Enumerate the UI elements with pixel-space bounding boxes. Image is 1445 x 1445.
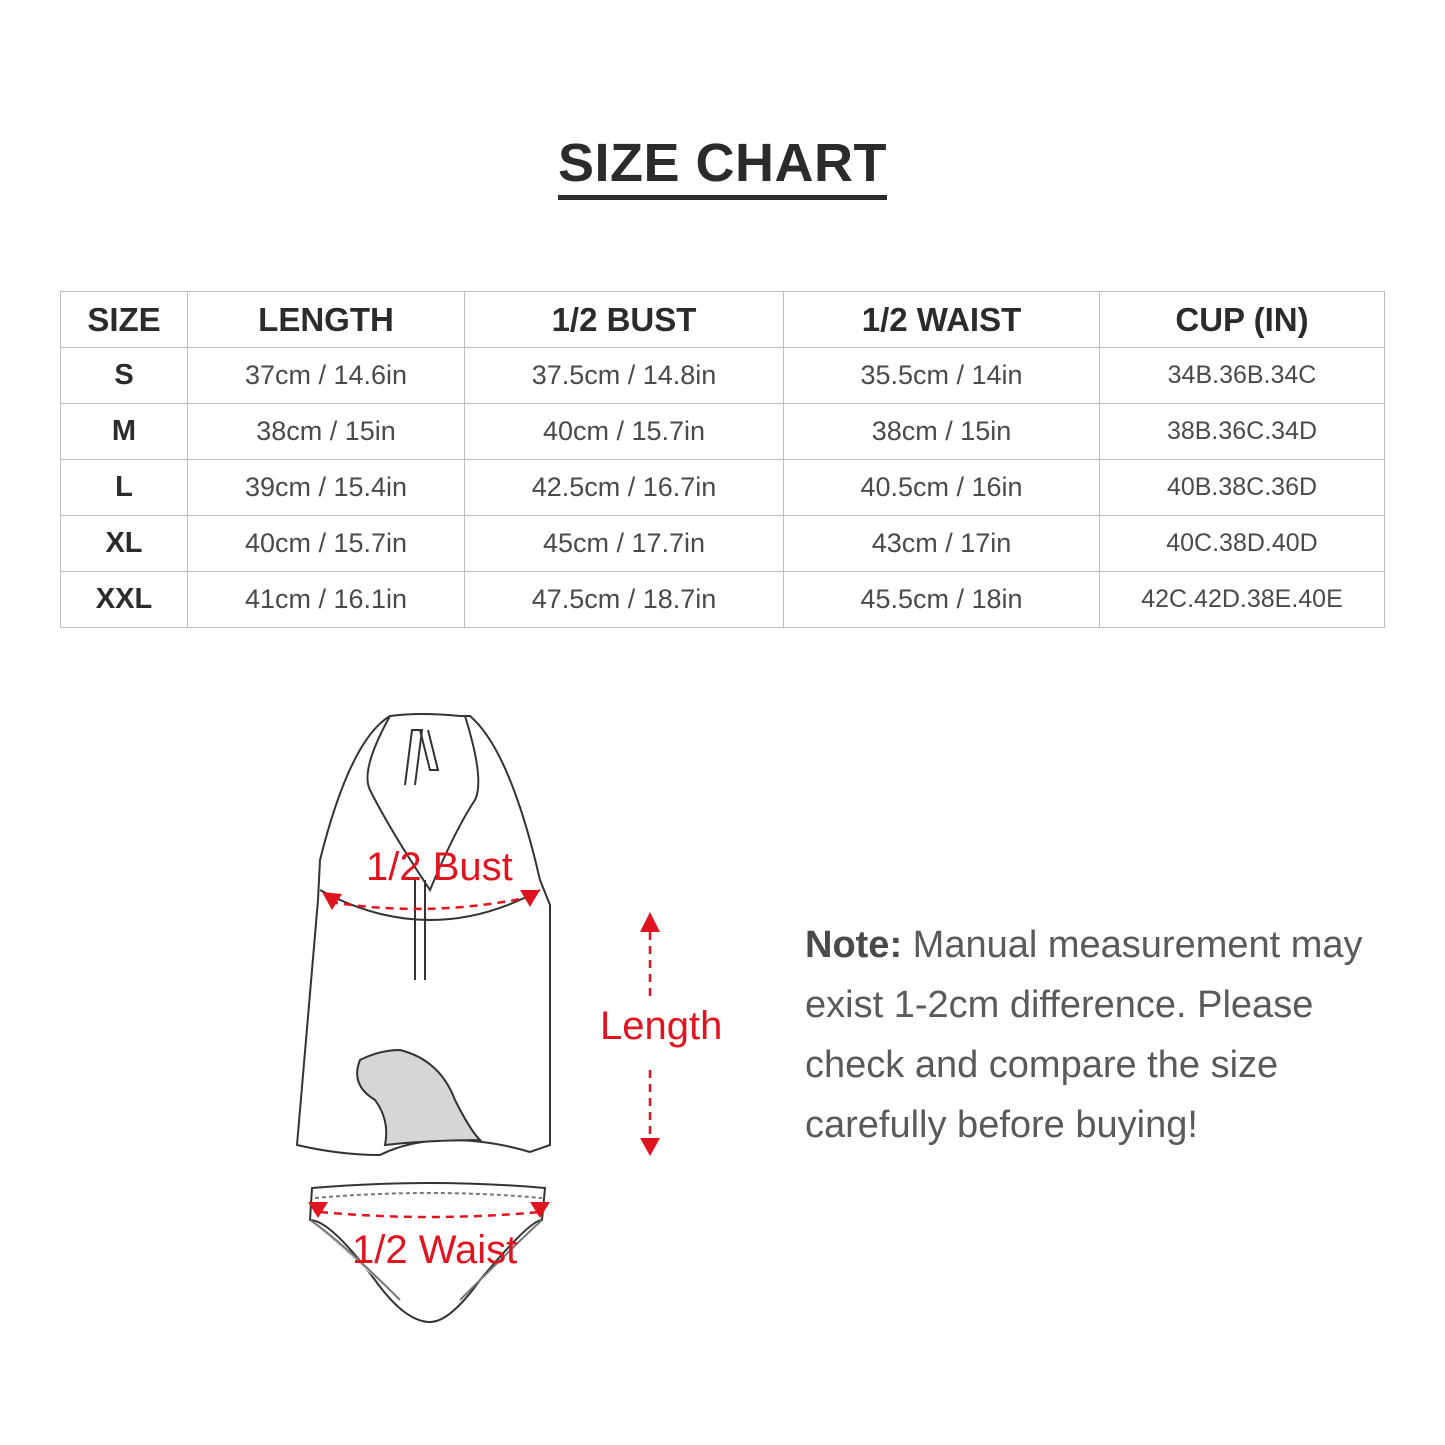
- header-waist: 1/2 WAIST: [783, 291, 1100, 348]
- table-row: L 39cm / 15.4in 42.5cm / 16.7in 40.5cm / 16…: [60, 459, 1385, 516]
- size-cell: XXL: [60, 571, 188, 628]
- note-label: Note:: [805, 924, 903, 966]
- header-bust: 1/2 BUST: [464, 291, 784, 348]
- header-cup: CUP (IN): [1099, 291, 1385, 348]
- bust-cell: 42.5cm / 16.7in: [464, 459, 784, 516]
- table-row: M 38cm / 15in 40cm / 15.7in 38cm / 15in 38B.…: [60, 403, 1385, 460]
- length-cell: 38cm / 15in: [187, 403, 465, 460]
- length-cell: 39cm / 15.4in: [187, 459, 465, 516]
- table-header-row: SIZE LENGTH 1/2 BUST 1/2 WAIST CUP (IN): [60, 291, 1385, 348]
- length-cell: 40cm / 15.7in: [187, 515, 465, 572]
- garment-diagram: 1/2 Bust 1/2 Waist Length: [280, 700, 740, 1345]
- header-size: SIZE: [60, 291, 188, 348]
- swimsuit-illustration: [295, 713, 660, 1324]
- size-cell: XL: [60, 515, 188, 572]
- cup-cell: 42C.42D.38E.40E: [1099, 571, 1385, 628]
- length-label: Length: [600, 1004, 723, 1048]
- waist-cell: 45.5cm / 18in: [783, 571, 1100, 628]
- bust-label: 1/2 Bust: [366, 845, 513, 889]
- note-text: Manual measurement may exist 1-2cm diffe…: [805, 924, 1363, 1146]
- waist-cell: 38cm / 15in: [783, 403, 1100, 460]
- cup-cell: 38B.36C.34D: [1099, 403, 1385, 460]
- table-row: XXL 41cm / 16.1in 47.5cm / 18.7in 45.5cm / …: [60, 571, 1385, 628]
- length-cell: 41cm / 16.1in: [187, 571, 465, 628]
- size-table: SIZE LENGTH 1/2 BUST 1/2 WAIST CUP (IN) …: [60, 291, 1385, 628]
- waist-cell: 40.5cm / 16in: [783, 459, 1100, 516]
- bust-cell: 40cm / 15.7in: [464, 403, 784, 460]
- cup-cell: 40B.38C.36D: [1099, 459, 1385, 516]
- cup-cell: 40C.38D.40D: [1099, 515, 1385, 572]
- bust-cell: 47.5cm / 18.7in: [464, 571, 784, 628]
- page-title: SIZE CHART: [0, 132, 1445, 200]
- size-cell: L: [60, 459, 188, 516]
- measurement-note: Note: Manual measurement may exist 1-2cm…: [805, 915, 1405, 1155]
- table-row: XL 40cm / 15.7in 45cm / 17.7in 43cm / 17in 4…: [60, 515, 1385, 572]
- size-cell: M: [60, 403, 188, 460]
- header-length: LENGTH: [187, 291, 465, 348]
- waist-cell: 43cm / 17in: [783, 515, 1100, 572]
- waist-label: 1/2 Waist: [352, 1228, 518, 1272]
- size-cell: S: [60, 347, 188, 404]
- bust-cell: 45cm / 17.7in: [464, 515, 784, 572]
- cup-cell: 34B.36B.34C: [1099, 347, 1385, 404]
- waist-cell: 35.5cm / 14in: [783, 347, 1100, 404]
- length-cell: 37cm / 14.6in: [187, 347, 465, 404]
- bust-cell: 37.5cm / 14.8in: [464, 347, 784, 404]
- table-row: S 37cm / 14.6in 37.5cm / 14.8in 35.5cm / 14…: [60, 347, 1385, 404]
